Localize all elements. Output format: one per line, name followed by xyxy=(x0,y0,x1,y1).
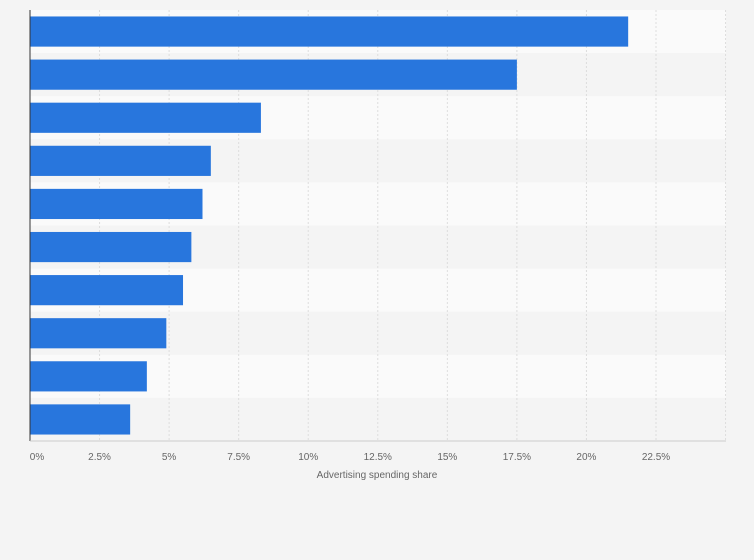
x-tick-label: 22.5% xyxy=(642,452,670,463)
bar[interactable] xyxy=(30,145,211,176)
x-tick-label: 17.5% xyxy=(503,452,531,463)
x-axis-title: Advertising spending share xyxy=(317,470,438,481)
bar[interactable] xyxy=(30,188,203,220)
x-tick-label: 12.5% xyxy=(364,452,392,463)
bar[interactable] xyxy=(30,16,629,47)
x-tick-labels: 0% 2.5% 5% 7.5% 10% 12.5% 15% 17.5% 20% 22.5% xyxy=(30,452,671,463)
x-tick-label: 0% xyxy=(30,452,45,463)
bar[interactable] xyxy=(30,275,184,306)
bars xyxy=(30,16,629,435)
bar[interactable] xyxy=(30,231,192,263)
x-tick-label: 10% xyxy=(298,452,318,463)
bar[interactable] xyxy=(30,318,167,349)
bar[interactable] xyxy=(30,404,131,435)
bar[interactable] xyxy=(30,361,147,392)
x-tick-label: 20% xyxy=(576,452,596,463)
bar[interactable] xyxy=(30,59,517,90)
x-tick-label: 7.5% xyxy=(227,452,250,463)
axes xyxy=(29,10,726,442)
x-tick-label: 15% xyxy=(437,452,457,463)
bar[interactable] xyxy=(30,102,261,133)
x-tick-label: 2.5% xyxy=(88,452,111,463)
x-tick-label: 5% xyxy=(162,452,177,463)
